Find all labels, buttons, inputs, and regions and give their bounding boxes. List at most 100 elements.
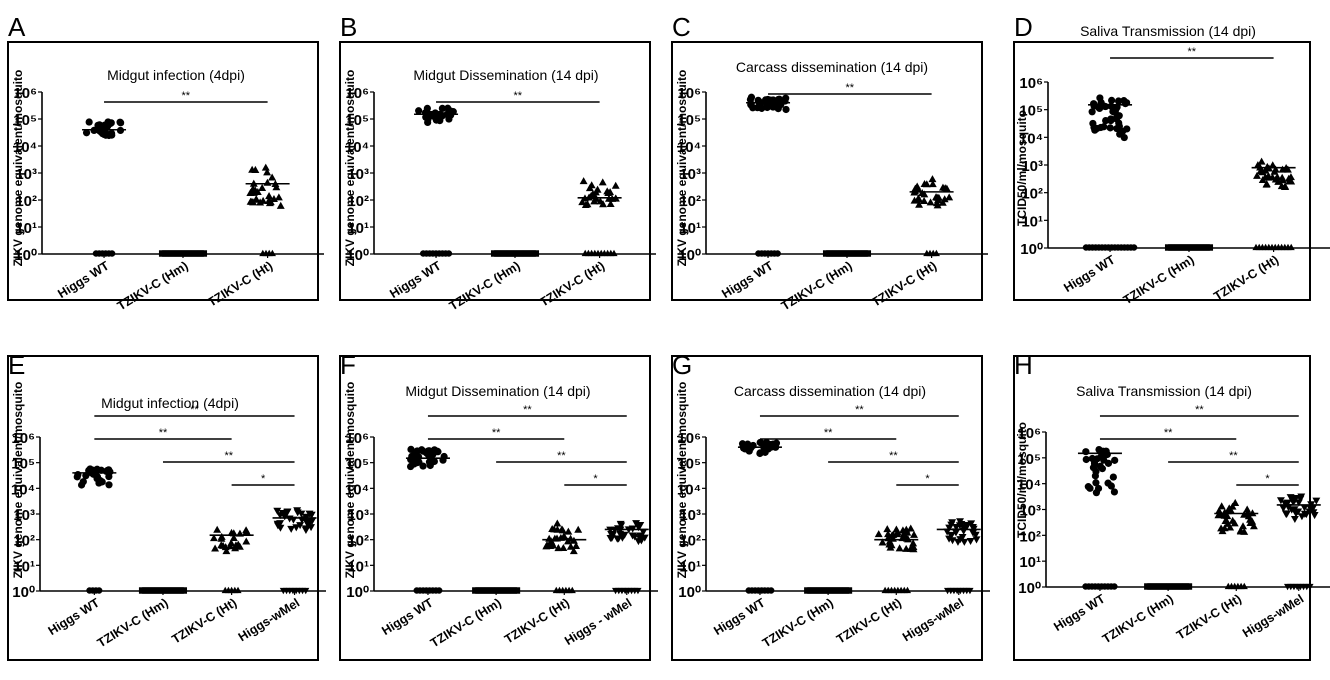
y-tick-label: 10⁵: [1017, 451, 1041, 468]
data-point-zero: [845, 587, 853, 594]
x-tick-label: TZIKV-C (Ht): [169, 596, 239, 647]
series-0: [82, 118, 125, 257]
data-point: [412, 448, 421, 456]
series-0: [738, 438, 781, 594]
data-point: [229, 533, 238, 541]
data-point: [906, 524, 915, 532]
y-tick-label: 10³: [1019, 503, 1041, 520]
x-tick-label: TZIKV-C (Ht): [205, 259, 275, 310]
series-2: [874, 524, 918, 594]
data-point: [1104, 479, 1112, 487]
data-point: [915, 200, 924, 208]
data-point: [1297, 493, 1306, 501]
panel-letter: G: [672, 350, 693, 380]
data-point: [263, 168, 272, 176]
data-point-zero: [532, 250, 540, 257]
y-tick-label: 10²: [13, 533, 35, 550]
y-tick-label: 10²: [347, 193, 369, 210]
data-point: [952, 524, 961, 532]
data-point-zero: [634, 587, 642, 595]
data-point: [278, 509, 287, 517]
data-point: [772, 439, 781, 447]
series-1: [1144, 583, 1193, 590]
data-point-zero: [234, 586, 242, 594]
data-point-zero: [435, 587, 443, 594]
y-tick-label: 10¹: [13, 558, 35, 575]
x-tick-label: TZIKV-C (Ht): [869, 259, 939, 310]
data-point: [217, 532, 226, 540]
y-tick-label: 10⁵: [677, 112, 701, 129]
series-1: [472, 587, 521, 594]
data-point: [1222, 516, 1231, 524]
data-point: [550, 525, 559, 533]
y-tick-label: 10⁰: [678, 247, 701, 264]
series-2: [910, 175, 954, 257]
data-point: [249, 184, 257, 192]
data-point-zero: [200, 250, 208, 257]
data-point: [438, 104, 446, 113]
data-point: [616, 530, 625, 538]
data-point: [1096, 94, 1104, 102]
data-point: [911, 184, 920, 192]
data-point-zero: [302, 587, 310, 595]
data-point: [914, 195, 923, 203]
data-point: [1262, 180, 1271, 188]
data-point: [591, 188, 600, 196]
data-point: [261, 163, 270, 171]
data-point: [242, 537, 251, 545]
data-point: [967, 520, 976, 528]
data-point: [948, 537, 957, 545]
chart-c: Carcass dissemination (14 dpi) ZIKV genom…: [671, 41, 988, 313]
panel-frame: [671, 355, 983, 661]
y-tick-label: 10³: [1021, 158, 1043, 175]
y-axis-label: ZIKV genome equivalent/mosquito: [343, 70, 357, 267]
data-point: [85, 118, 93, 126]
significance-label: **: [1188, 46, 1197, 58]
data-point: [209, 534, 218, 542]
series-0: [73, 465, 114, 594]
data-point: [301, 526, 310, 534]
data-point: [1088, 108, 1096, 116]
x-tick-label: TZIKV-C (Hm): [95, 596, 171, 651]
data-point: [886, 543, 895, 551]
data-point: [1106, 124, 1114, 132]
y-axis-label: ZIKV genome equivalent/mosquito: [11, 70, 25, 267]
data-point: [945, 524, 954, 532]
x-tick-label: Higgs WT: [46, 595, 103, 638]
data-point: [628, 532, 637, 540]
chart-title: Midgut infection (4dpi): [101, 395, 239, 411]
data-point: [1283, 165, 1292, 173]
data-point: [77, 481, 86, 489]
data-point-zero: [864, 250, 872, 257]
data-point: [302, 518, 311, 526]
data-point: [1278, 165, 1287, 173]
chart-f: Midgut Dissemination (14 dpi) ZIKV genome…: [339, 355, 658, 661]
data-point-zero: [95, 587, 103, 594]
data-point-zero: [1306, 583, 1314, 591]
data-point: [583, 200, 592, 208]
data-point: [903, 528, 912, 536]
y-tick-label: 10⁶: [677, 430, 701, 447]
significance-label: **: [514, 90, 523, 102]
series-3: [606, 520, 649, 595]
y-tick-label: 10²: [679, 193, 701, 210]
data-point: [598, 178, 607, 186]
data-point: [415, 107, 423, 115]
y-axis-label: TCID50/ml/mosquito: [1015, 422, 1029, 538]
data-point: [933, 201, 942, 209]
data-point: [1114, 97, 1123, 105]
y-tick-label: 10⁰: [346, 584, 369, 601]
x-tick-label: TZIKV-C (Hm): [447, 259, 523, 314]
chart-title: Saliva Transmission (14 dpi): [1080, 23, 1256, 39]
data-point: [910, 530, 918, 538]
significance-label: **: [190, 404, 199, 416]
data-point: [632, 520, 641, 528]
data-point: [895, 544, 904, 552]
x-tick-label: Higgs WT: [55, 258, 112, 301]
data-point: [546, 541, 554, 549]
y-tick-label: 10¹: [1019, 554, 1041, 571]
data-point-zero: [1287, 243, 1295, 251]
data-point: [256, 198, 265, 206]
data-point: [1088, 454, 1096, 463]
data-point: [107, 129, 116, 137]
